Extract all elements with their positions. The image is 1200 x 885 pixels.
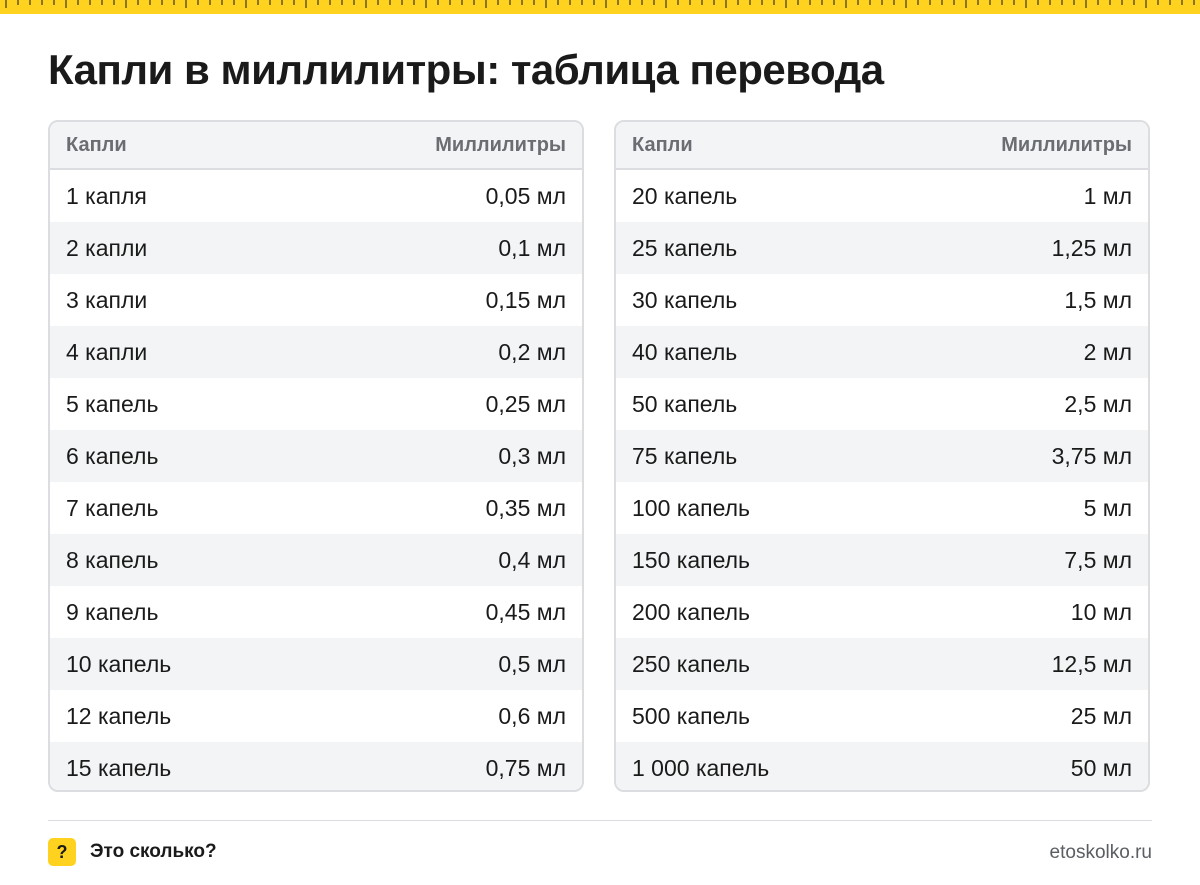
cell-ml: 5 мл <box>1083 494 1132 521</box>
header-drops: Капли <box>66 133 127 156</box>
table-row: 5 капель 0,25 мл <box>50 378 582 430</box>
header-ml: Миллилитры <box>1001 133 1132 156</box>
cell-drops: 4 капли <box>66 338 148 365</box>
cell-drops: 1 капля <box>66 182 147 209</box>
cell-drops: 10 капель <box>66 650 172 677</box>
cell-drops: 150 капель <box>632 546 751 573</box>
cell-ml: 0,4 мл <box>498 546 566 573</box>
cell-drops: 50 капель <box>632 390 738 417</box>
cell-drops: 5 капель <box>66 390 159 417</box>
conversion-table-right: Капли Миллилитры 20 капель 1 мл 25 капель… <box>614 120 1150 792</box>
cell-ml: 25 мл <box>1070 702 1132 729</box>
footer-divider <box>48 820 1152 821</box>
cell-drops: 20 капель <box>632 182 738 209</box>
cell-ml: 50 мл <box>1070 754 1132 781</box>
cell-ml: 2 мл <box>1083 338 1132 365</box>
cell-ml: 0,3 мл <box>498 442 566 469</box>
cell-ml: 0,1 мл <box>498 234 566 261</box>
table-row: 200 капель 10 мл <box>616 586 1148 638</box>
cell-drops: 40 капель <box>632 338 738 365</box>
cell-ml: 3,75 мл <box>1051 442 1132 469</box>
cell-drops: 6 капель <box>66 442 159 469</box>
cell-drops: 7 капель <box>66 494 159 521</box>
cell-drops: 100 капель <box>632 494 751 521</box>
cell-drops: 12 капель <box>66 702 172 729</box>
cell-ml: 0,75 мл <box>485 754 566 781</box>
table-row: 4 капли 0,2 мл <box>50 326 582 378</box>
cell-ml: 1,5 мл <box>1064 286 1132 313</box>
cell-ml: 0,6 мл <box>498 702 566 729</box>
table-row: 9 капель 0,45 мл <box>50 586 582 638</box>
question-badge-icon: ? <box>48 838 76 866</box>
ruler-ticks <box>5 0 1195 8</box>
table-row: 500 капель 25 мл <box>616 690 1148 742</box>
table-header: Капли Миллилитры <box>50 122 582 170</box>
cell-ml: 0,5 мл <box>498 650 566 677</box>
cell-ml: 0,35 мл <box>485 494 566 521</box>
table-row: 1 капля 0,05 мл <box>50 170 582 222</box>
table-row: 75 капель 3,75 мл <box>616 430 1148 482</box>
table-header: Капли Миллилитры <box>616 122 1148 170</box>
table-row: 10 капель 0,5 мл <box>50 638 582 690</box>
cell-ml: 1,25 мл <box>1051 234 1132 261</box>
table-row: 50 капель 2,5 мл <box>616 378 1148 430</box>
cell-drops: 2 капли <box>66 234 148 261</box>
cell-drops: 15 капель <box>66 754 172 781</box>
table-row: 30 капель 1,5 мл <box>616 274 1148 326</box>
cell-drops: 3 капли <box>66 286 148 313</box>
table-row: 250 капель 12,5 мл <box>616 638 1148 690</box>
cell-ml: 0,15 мл <box>485 286 566 313</box>
cell-drops: 200 капель <box>632 598 751 625</box>
conversion-table-left: Капли Миллилитры 1 капля 0,05 мл 2 капли 0… <box>48 120 584 792</box>
cell-drops: 25 капель <box>632 234 738 261</box>
cell-ml: 0,45 мл <box>485 598 566 625</box>
site-url: etoskolko.ru <box>1049 842 1152 863</box>
table-row: 12 капель 0,6 мл <box>50 690 582 742</box>
cell-drops: 9 капель <box>66 598 159 625</box>
table-row: 100 капель 5 мл <box>616 482 1148 534</box>
brand-name: Это сколько? <box>90 841 217 862</box>
table-body: 20 капель 1 мл 25 капель 1,25 мл 30 капель… <box>616 170 1148 790</box>
cell-drops: 500 капель <box>632 702 751 729</box>
table-row: 1 000 капель 50 мл <box>616 742 1148 790</box>
header-drops: Капли <box>632 133 693 156</box>
header-ml: Миллилитры <box>435 133 566 156</box>
table-row: 150 капель 7,5 мл <box>616 534 1148 586</box>
table-row: 3 капли 0,15 мл <box>50 274 582 326</box>
brand: ? Это сколько? <box>48 838 217 866</box>
table-row: 25 капель 1,25 мл <box>616 222 1148 274</box>
cell-ml: 0,05 мл <box>485 182 566 209</box>
table-row: 6 капель 0,3 мл <box>50 430 582 482</box>
cell-ml: 0,2 мл <box>498 338 566 365</box>
cell-ml: 12,5 мл <box>1051 650 1132 677</box>
cell-ml: 1 мл <box>1083 182 1132 209</box>
table-row: 15 капель 0,75 мл <box>50 742 582 790</box>
ruler-strip <box>0 0 1200 14</box>
cell-drops: 30 капель <box>632 286 738 313</box>
cell-drops: 8 капель <box>66 546 159 573</box>
cell-drops: 1 000 капель <box>632 754 770 781</box>
cell-ml: 7,5 мл <box>1064 546 1132 573</box>
cell-drops: 75 капель <box>632 442 738 469</box>
page-title: Капли в миллилитры: таблица перевода <box>48 46 884 93</box>
table-row: 2 капли 0,1 мл <box>50 222 582 274</box>
table-body: 1 капля 0,05 мл 2 капли 0,1 мл 3 капли 0,15… <box>50 170 582 790</box>
table-row: 8 капель 0,4 мл <box>50 534 582 586</box>
table-row: 20 капель 1 мл <box>616 170 1148 222</box>
table-row: 7 капель 0,35 мл <box>50 482 582 534</box>
cell-ml: 0,25 мл <box>485 390 566 417</box>
table-row: 40 капель 2 мл <box>616 326 1148 378</box>
cell-drops: 250 капель <box>632 650 751 677</box>
cell-ml: 10 мл <box>1070 598 1132 625</box>
cell-ml: 2,5 мл <box>1064 390 1132 417</box>
